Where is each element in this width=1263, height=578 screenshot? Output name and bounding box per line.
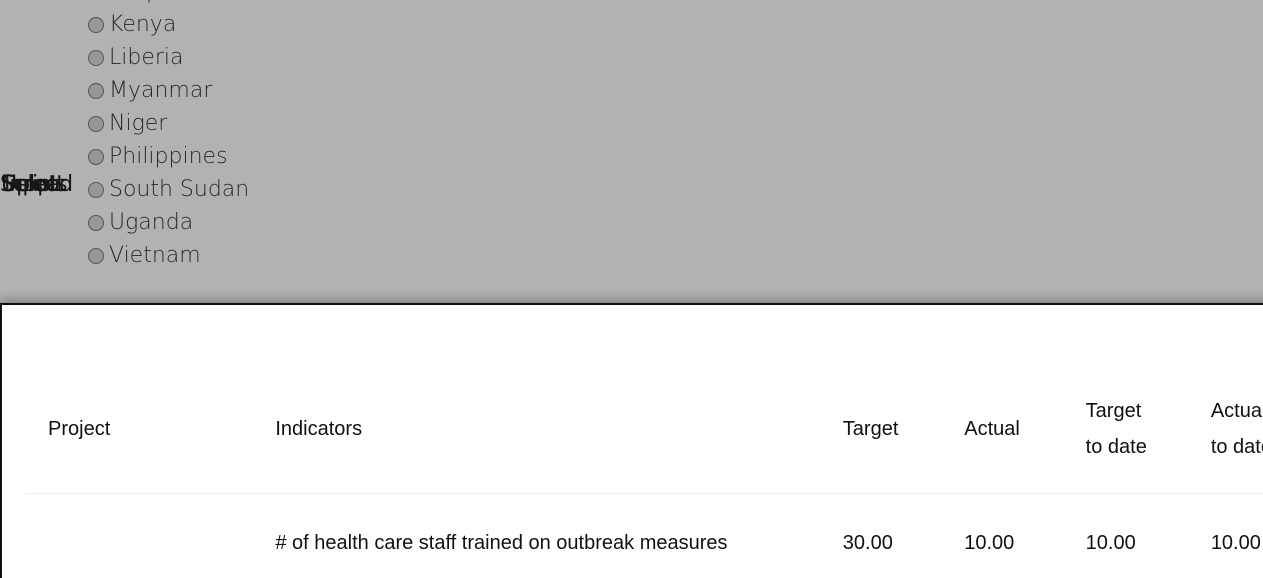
cell-project bbox=[26, 493, 253, 578]
country-option-philippines[interactable]: Philippines bbox=[88, 140, 249, 173]
header-actual-to-date-line1: Actual bbox=[1210, 399, 1263, 422]
radio-icon[interactable] bbox=[88, 181, 104, 198]
country-option-myanmar[interactable]: Myanmar bbox=[88, 74, 249, 107]
country-label: Myanmar bbox=[109, 78, 213, 103]
header-target[interactable]: Target bbox=[842, 417, 899, 440]
header-target-to-date-line1: Target bbox=[1085, 399, 1142, 422]
radio-icon[interactable] bbox=[88, 82, 104, 99]
header-target-to-date[interactable]: Target to date bbox=[1064, 365, 1189, 493]
radio-icon[interactable] bbox=[88, 49, 104, 66]
tab-label-script[interactable]: Script bbox=[0, 172, 59, 197]
country-option-uganda[interactable]: Uganda bbox=[88, 206, 249, 239]
country-option-iraq[interactable]: Iraq bbox=[88, 0, 249, 8]
header-project[interactable]: Project bbox=[48, 417, 111, 440]
country-radio-list: Iraq Kenya Liberia Myanmar Niger Philipp… bbox=[88, 0, 249, 272]
table-row: # of health care staff trained on outbre… bbox=[26, 493, 1263, 578]
country-label: Liberia bbox=[109, 45, 184, 70]
country-label: Kenya bbox=[109, 12, 177, 37]
cell-indicator: # of health care staff trained on outbre… bbox=[275, 531, 728, 554]
country-label: Iraq bbox=[109, 0, 152, 4]
country-label: Niger bbox=[109, 111, 168, 136]
header-target-to-date-line2: to date bbox=[1085, 435, 1147, 458]
table-header-row: Project Indicators Target Actual Target … bbox=[26, 365, 1263, 493]
radio-icon[interactable] bbox=[88, 214, 104, 231]
header-actual-to-date-line2: to date bbox=[1210, 435, 1263, 458]
country-label: Vietnam bbox=[109, 243, 201, 268]
country-label: Uganda bbox=[109, 210, 194, 235]
country-option-south-sudan[interactable]: South Sudan bbox=[88, 173, 249, 206]
cell-target-to-date: 10.00 bbox=[1085, 531, 1136, 554]
radio-icon[interactable] bbox=[88, 148, 104, 165]
header-indicators[interactable]: Indicators bbox=[275, 417, 363, 440]
radio-icon[interactable] bbox=[88, 247, 104, 264]
cell-actual: 10.00 bbox=[964, 531, 1015, 554]
country-label: South Sudan bbox=[109, 177, 250, 202]
overlapping-tab-labels: Script Select Inputs Upload bbox=[0, 172, 120, 202]
cell-actual-to-date: 10.00 bbox=[1210, 531, 1261, 554]
tab-label-inputs[interactable]: Inputs bbox=[4, 172, 67, 197]
radio-icon[interactable] bbox=[88, 16, 104, 33]
tab-label-select[interactable]: Select bbox=[2, 172, 65, 197]
country-option-niger[interactable]: Niger bbox=[88, 107, 249, 140]
tab-label-upload[interactable]: Upload bbox=[1, 172, 73, 197]
country-option-liberia[interactable]: Liberia bbox=[88, 41, 249, 74]
country-option-vietnam[interactable]: Vietnam bbox=[88, 239, 249, 272]
radio-icon[interactable] bbox=[88, 115, 104, 132]
country-label: Philippines bbox=[109, 144, 228, 169]
header-actual-to-date[interactable]: Actual to date bbox=[1189, 365, 1263, 493]
indicators-modal: Project Indicators Target Actual Target … bbox=[0, 303, 1263, 578]
indicators-table: Project Indicators Target Actual Target … bbox=[26, 365, 1263, 578]
header-actual[interactable]: Actual bbox=[964, 417, 1020, 440]
cell-target: 30.00 bbox=[842, 531, 893, 554]
country-option-kenya[interactable]: Kenya bbox=[88, 8, 249, 41]
